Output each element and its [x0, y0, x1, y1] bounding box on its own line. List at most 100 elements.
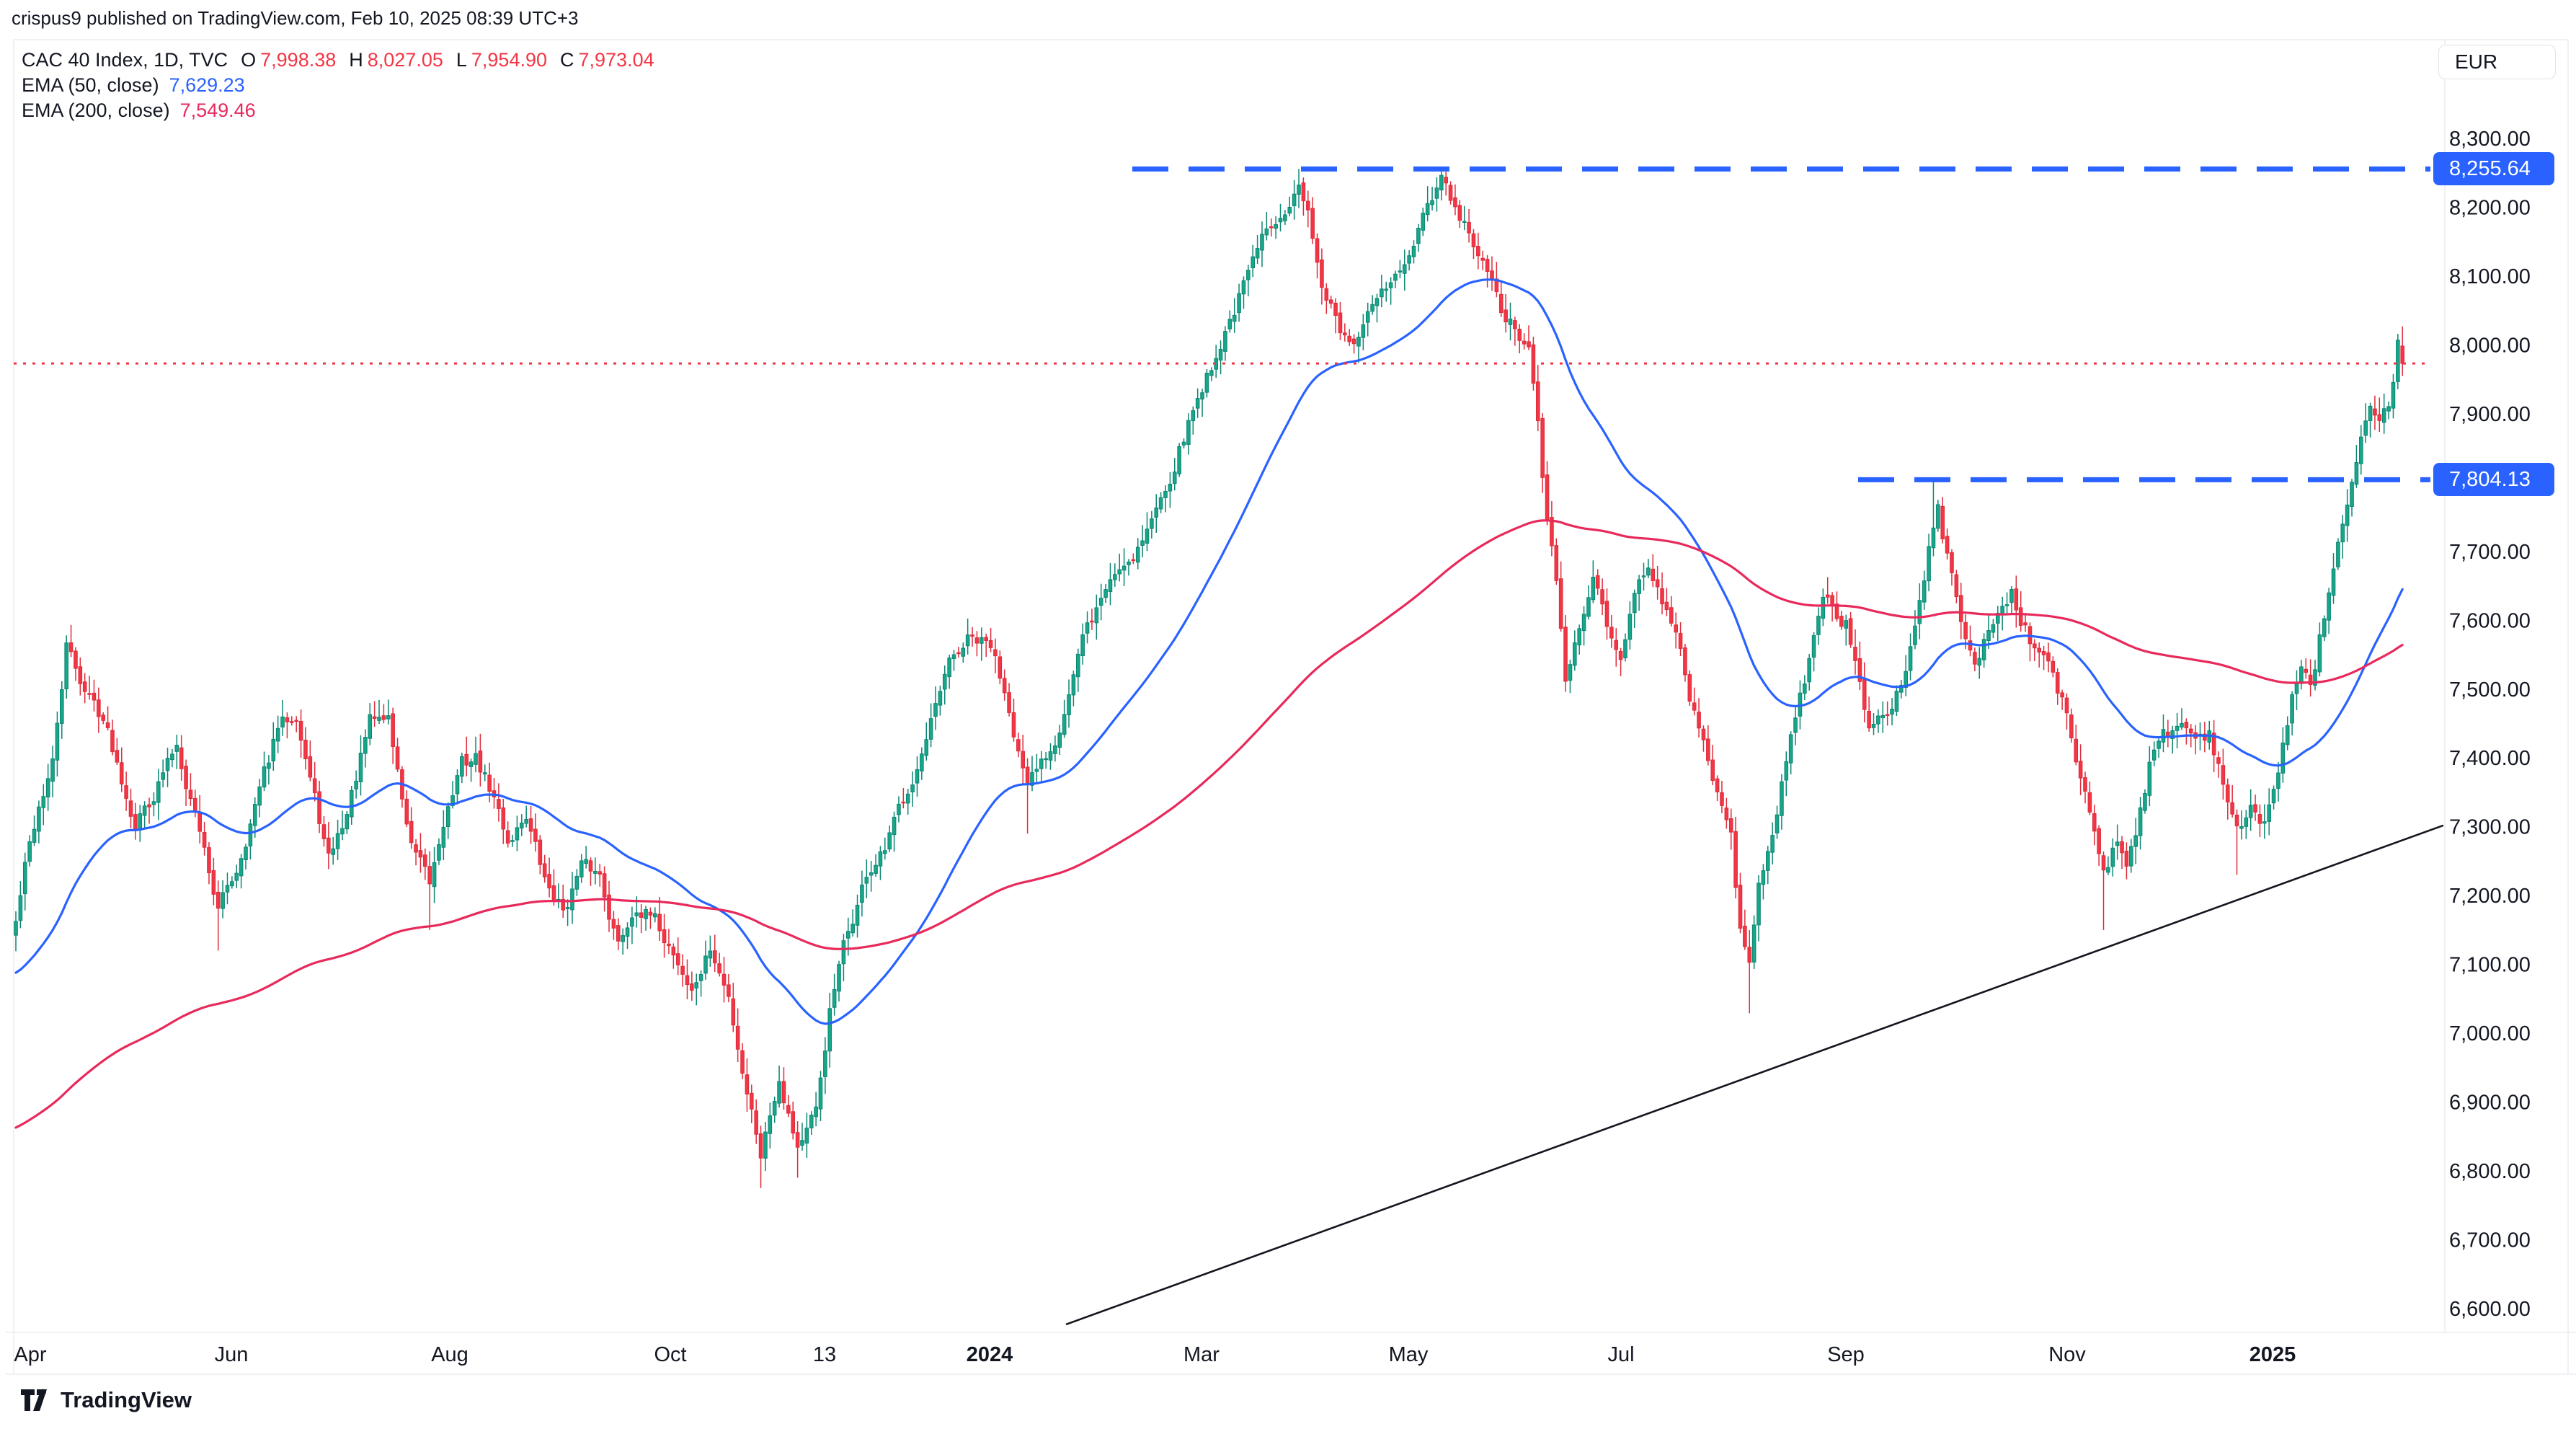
candle-body [639, 912, 644, 918]
candle-body [478, 751, 483, 773]
candle-body [115, 750, 120, 763]
candle-body [2004, 604, 2009, 606]
candle-body [188, 789, 193, 800]
candle-body [450, 795, 455, 806]
candle-body [2345, 504, 2350, 526]
candle-body [321, 824, 327, 839]
legend-ema50-row[interactable]: EMA (50, close) 7,629.23 [22, 73, 654, 98]
candle-body [1637, 579, 1641, 594]
candle-body [303, 740, 308, 760]
ema-200-line[interactable] [14, 519, 2404, 1129]
candle-body [2363, 420, 2368, 436]
candle-body [239, 858, 244, 877]
candle-body [731, 998, 736, 1026]
candle-body [1692, 702, 1697, 711]
candle-body [2299, 666, 2304, 684]
candle-body [1195, 398, 1200, 409]
candlestick-series[interactable] [14, 169, 2405, 1188]
candle-body [275, 727, 280, 742]
candle-body [814, 1106, 818, 1118]
ema-50-line[interactable] [14, 278, 2404, 1025]
price-axis[interactable]: 8,300.00 8,200.00 8,100.00 8,000.00 7,900.00… [2449, 128, 2531, 1321]
candle-body [1558, 578, 1563, 629]
candle-body [252, 804, 257, 826]
candle-body [607, 894, 611, 920]
candle-body [460, 756, 464, 777]
candle-body [1150, 518, 1154, 529]
candle-body [74, 650, 78, 669]
candle-body [625, 927, 630, 937]
candle-body [37, 806, 41, 832]
candle-body [216, 891, 221, 909]
candle-body [14, 921, 18, 936]
candle-body [2276, 772, 2280, 789]
candle-body [1701, 728, 1706, 740]
tradingview-branding[interactable]: TradingView [20, 1387, 192, 1413]
candle-body [267, 762, 271, 769]
candle-body [1320, 259, 1324, 288]
price-tick-label: 8,000.00 [2449, 334, 2531, 357]
candle-body [1788, 734, 1793, 764]
candle-body [1430, 200, 1434, 205]
price-tick-label: 6,700.00 [2449, 1229, 2531, 1252]
candle-body [1287, 206, 1292, 214]
candle-body [745, 1074, 750, 1094]
low-key: L [456, 49, 467, 71]
candle-body [1834, 603, 1839, 619]
candle-body [138, 813, 143, 831]
candle-body [956, 652, 961, 655]
legend-ema200-row[interactable]: EMA (200, close) 7,549.46 [22, 98, 654, 123]
candle-body [244, 846, 248, 860]
price-tick-label: 6,600.00 [2449, 1298, 2531, 1321]
candle-body [827, 1008, 832, 1052]
candle-body [317, 791, 321, 824]
candle-body [142, 805, 147, 816]
candle-body [1853, 647, 1857, 661]
candle-body [928, 718, 933, 740]
legend-symbol-row[interactable]: CAC 40 Index, 1D, TVC O 7,998.38 H 8,027.0… [22, 48, 654, 73]
candle-body [45, 778, 50, 797]
time-axis[interactable]: Apr Jun Aug Oct 13 2024 Mar May Jul Sep Nov 2025 [14, 1343, 2296, 1366]
candle-body [1678, 633, 1683, 649]
candle-body [1986, 630, 1991, 642]
candle-body [698, 974, 703, 981]
candle-body [2157, 740, 2161, 749]
currency-button[interactable]: EUR [2438, 45, 2556, 79]
candle-body [593, 870, 598, 874]
candle-body [533, 828, 538, 842]
candle-body [1513, 320, 1517, 329]
candle-body [110, 730, 115, 753]
candle-body [1380, 288, 1384, 298]
candle-body [257, 786, 262, 806]
time-tick-label: Aug [431, 1343, 468, 1366]
candle-body [1218, 348, 1223, 360]
candle-body [464, 753, 469, 766]
candle-body [1127, 561, 1131, 565]
candle-body [1876, 715, 1880, 725]
candle-body [2060, 692, 2064, 698]
candle-body [1062, 714, 1067, 735]
candle-body [1550, 517, 1554, 547]
candle-body [1444, 177, 1448, 184]
low-value: 7,954.90 [471, 49, 547, 71]
candle-body [942, 673, 947, 690]
candle-body [193, 797, 197, 812]
candle-body [2087, 792, 2092, 813]
candle-body [920, 753, 924, 771]
candle-body [648, 911, 653, 916]
candle-body [82, 681, 87, 692]
candle-body [588, 860, 593, 872]
ascending-trendline[interactable] [1065, 824, 2444, 1326]
candle-body [1011, 712, 1016, 738]
candle-body [1039, 758, 1044, 769]
candle-body [423, 854, 427, 867]
candle-body [1728, 818, 1733, 833]
candle-body [2147, 761, 2152, 796]
candle-body [2180, 722, 2184, 727]
candle-body [524, 819, 528, 824]
candle-body [1283, 214, 1287, 221]
candle-body [2331, 568, 2336, 596]
tradingview-logo-icon [21, 1389, 47, 1411]
candle-body [1260, 234, 1264, 251]
